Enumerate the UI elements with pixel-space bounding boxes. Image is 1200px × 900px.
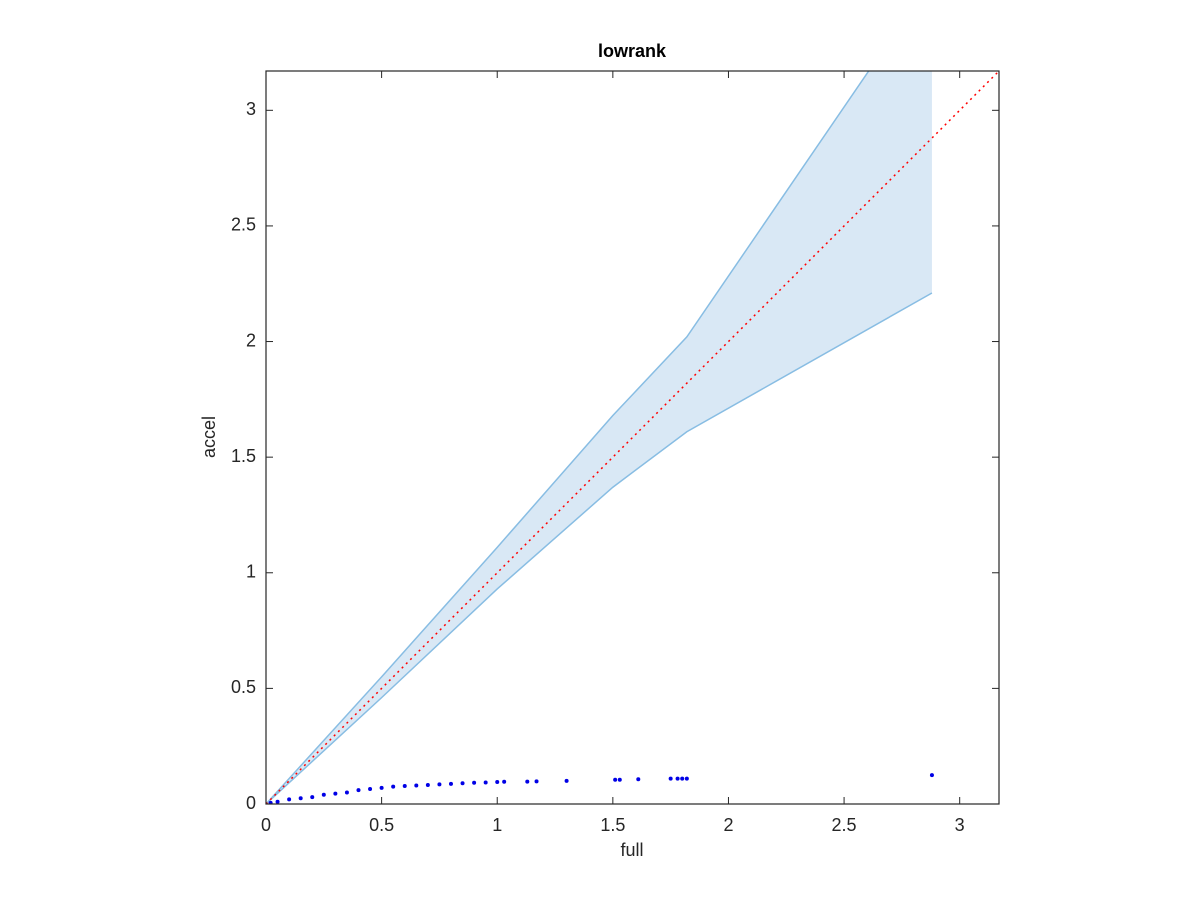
point xyxy=(391,784,396,789)
point xyxy=(675,776,680,781)
point xyxy=(636,777,641,782)
y-tick-label: 2 xyxy=(246,330,256,350)
point xyxy=(344,790,349,795)
y-tick-label: 2.5 xyxy=(231,215,256,235)
y-tick-label: 1.5 xyxy=(231,446,256,466)
point xyxy=(402,783,407,788)
point xyxy=(356,788,361,793)
point xyxy=(525,779,530,784)
point xyxy=(534,779,539,784)
point xyxy=(310,795,315,800)
x-tick-label: 0 xyxy=(261,815,271,835)
point xyxy=(564,778,569,783)
point xyxy=(275,799,280,804)
point xyxy=(268,800,273,804)
band-area xyxy=(266,71,932,804)
point xyxy=(502,779,507,784)
point xyxy=(368,786,373,791)
y-tick-label: 0 xyxy=(246,793,256,813)
point xyxy=(929,773,934,778)
x-tick-label: 2.5 xyxy=(832,815,857,835)
y-tick-label: 0.5 xyxy=(231,677,256,697)
point xyxy=(668,776,673,781)
point xyxy=(680,776,685,781)
y-tick-label: 3 xyxy=(246,99,256,119)
y-axis-label: accel xyxy=(199,416,219,458)
point xyxy=(437,782,442,787)
y-tick-label: 1 xyxy=(246,562,256,582)
x-axis-label: full xyxy=(620,840,643,860)
plot-area xyxy=(266,71,999,804)
point xyxy=(684,776,689,781)
axes-box xyxy=(265,70,1000,805)
x-tick-label: 1 xyxy=(492,815,502,835)
point xyxy=(472,780,477,785)
point xyxy=(425,783,430,788)
point xyxy=(414,783,419,788)
point xyxy=(483,780,488,785)
band-upper xyxy=(266,71,870,804)
point xyxy=(321,792,326,797)
x-tick-label: 1.5 xyxy=(600,815,625,835)
point xyxy=(460,781,465,786)
band-lower xyxy=(266,292,933,804)
point xyxy=(287,797,292,802)
point xyxy=(617,777,622,782)
chart-title: lowrank xyxy=(598,41,667,61)
point xyxy=(495,780,500,785)
x-tick-label: 3 xyxy=(955,815,965,835)
point xyxy=(379,785,384,790)
point xyxy=(448,781,453,786)
point xyxy=(333,791,338,796)
x-tick-label: 0.5 xyxy=(369,815,394,835)
point xyxy=(613,777,618,782)
x-tick-label: 2 xyxy=(723,815,733,835)
point xyxy=(298,796,303,801)
